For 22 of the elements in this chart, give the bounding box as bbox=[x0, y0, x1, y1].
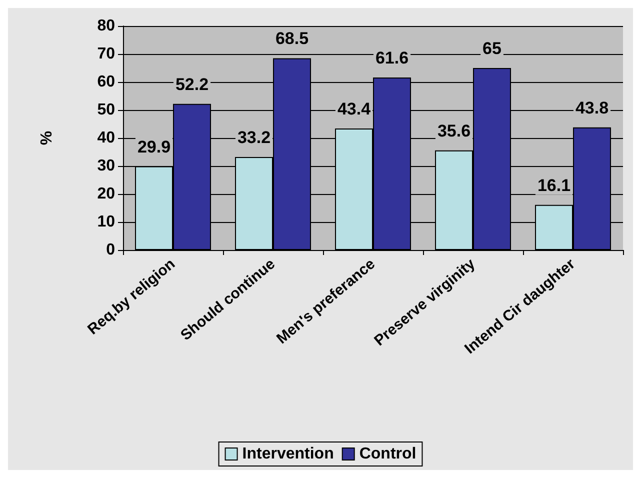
data-label: 29.9 bbox=[137, 137, 171, 156]
data-label: 43.8 bbox=[575, 98, 609, 118]
y-tick-label: 30 bbox=[97, 158, 116, 174]
data-label: 16.1 bbox=[537, 176, 571, 195]
y-tick-label: 80 bbox=[97, 18, 116, 34]
data-label: 35.6 bbox=[437, 121, 471, 140]
y-tick-label: 60 bbox=[97, 74, 116, 90]
y-tick-label: 0 bbox=[106, 242, 116, 258]
y-tick-label: 40 bbox=[97, 130, 116, 146]
data-label: 43.4 bbox=[337, 99, 372, 118]
y-tick-label: 10 bbox=[97, 214, 116, 230]
y-tick-label: 50 bbox=[97, 102, 116, 118]
y-tick-label: 70 bbox=[97, 46, 116, 62]
data-label: 33.2 bbox=[237, 128, 271, 148]
data-label: 65 bbox=[482, 39, 502, 58]
data-label: 52.2 bbox=[175, 74, 209, 94]
legend-label: Control bbox=[359, 446, 416, 462]
data-label: 61.6 bbox=[375, 48, 409, 68]
y-axis-title: % bbox=[38, 130, 56, 146]
data-label: 68.5 bbox=[275, 29, 309, 48]
y-tick-label: 20 bbox=[97, 186, 116, 202]
legend-label: Intervention bbox=[242, 446, 334, 462]
